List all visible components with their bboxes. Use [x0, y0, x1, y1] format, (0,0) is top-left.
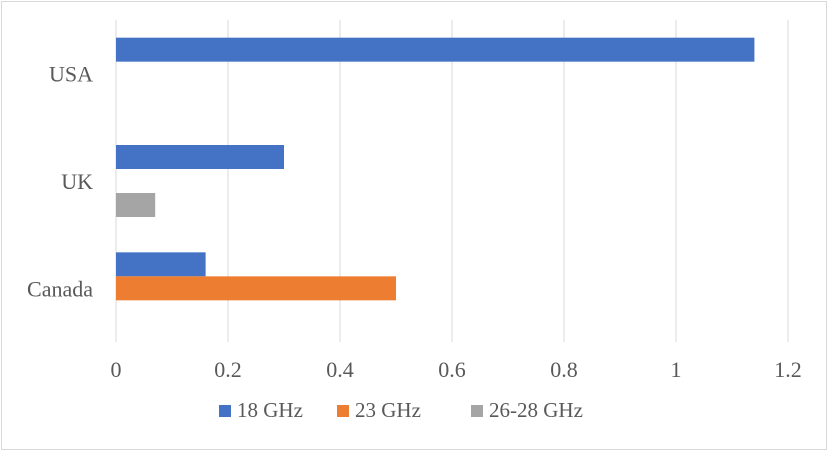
- legend: 18 GHz 23 GHz 26-28 GHz: [219, 398, 583, 422]
- bar: [116, 276, 396, 301]
- category-label: Canada: [27, 276, 93, 301]
- category-label: UK: [61, 169, 93, 194]
- x-tick-label: 1: [671, 357, 682, 382]
- legend-label: 23 GHz: [355, 398, 421, 422]
- bar: [116, 252, 206, 277]
- legend-label: 26-28 GHz: [489, 398, 583, 422]
- x-tick-label: 0: [111, 357, 122, 382]
- bars: [116, 37, 755, 301]
- bar: [116, 37, 755, 62]
- bar: [116, 145, 284, 169]
- x-tick-label: 1.2: [774, 357, 802, 382]
- y-axis-categories: USA UK Canada: [27, 62, 93, 302]
- x-tick-label: 0.6: [438, 357, 466, 382]
- legend-label: 18 GHz: [237, 398, 303, 422]
- legend-swatch: [471, 405, 483, 417]
- x-tick-label: 0.2: [214, 357, 242, 382]
- bar: [116, 193, 156, 217]
- legend-swatch: [337, 405, 349, 417]
- x-tick-label: 0.4: [326, 357, 354, 382]
- category-label: USA: [49, 62, 93, 87]
- x-axis-ticks: 0 0.2 0.4 0.6 0.8 1 1.2: [111, 357, 802, 382]
- x-tick-label: 0.8: [550, 357, 578, 382]
- legend-swatch: [219, 405, 231, 417]
